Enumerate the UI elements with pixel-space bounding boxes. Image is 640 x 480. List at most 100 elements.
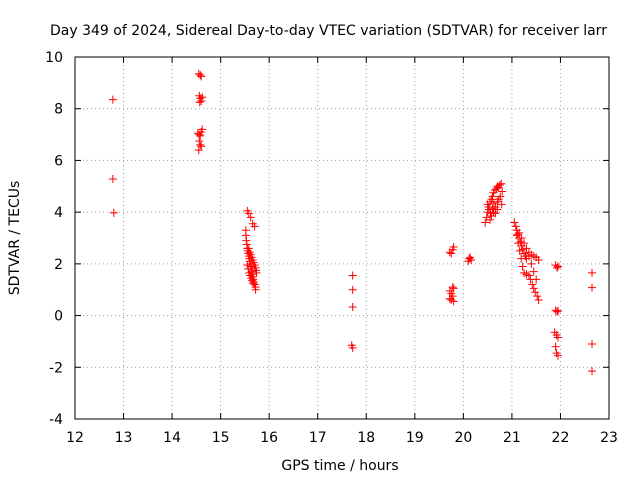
data-point bbox=[513, 230, 522, 239]
data-point bbox=[447, 249, 456, 258]
data-point bbox=[532, 275, 541, 284]
data-point bbox=[554, 333, 563, 342]
data-point bbox=[449, 297, 458, 306]
x-tick-label: 18 bbox=[357, 430, 375, 446]
data-point bbox=[588, 283, 597, 292]
data-point bbox=[498, 187, 507, 196]
data-point bbox=[251, 285, 260, 294]
tick-labels: 12 13 14 15 16 17 18 19 20 21 22 23 -4 -2 0 2 4 6 8 10 bbox=[45, 50, 618, 446]
data-point bbox=[551, 342, 560, 351]
data-point bbox=[554, 351, 563, 360]
data-point bbox=[495, 180, 504, 189]
data-point bbox=[467, 255, 476, 264]
x-axis-label: GPS time / hours bbox=[281, 458, 398, 474]
x-tick-label: 13 bbox=[115, 430, 133, 446]
grid-lines bbox=[75, 57, 609, 419]
y-tick-label: 0 bbox=[54, 309, 63, 325]
data-point bbox=[554, 306, 563, 315]
data-point bbox=[511, 222, 520, 231]
data-point bbox=[348, 343, 357, 352]
data-point bbox=[196, 140, 205, 149]
data-point bbox=[496, 192, 505, 201]
data-point bbox=[196, 131, 205, 140]
data-point bbox=[198, 125, 207, 134]
y-tick-label: 2 bbox=[54, 257, 63, 273]
data-point bbox=[249, 279, 258, 288]
x-tick-label: 17 bbox=[309, 430, 327, 446]
y-tick-label: -4 bbox=[49, 412, 63, 428]
data-point bbox=[481, 218, 490, 227]
x-tick-label: 16 bbox=[260, 430, 278, 446]
data-point bbox=[109, 208, 118, 217]
data-point bbox=[588, 367, 597, 376]
data-point bbox=[529, 267, 538, 276]
data-point bbox=[348, 285, 357, 294]
y-tick-label: 8 bbox=[54, 102, 63, 118]
data-point bbox=[553, 307, 562, 316]
data-point bbox=[528, 280, 537, 289]
y-tick-label: 6 bbox=[54, 153, 63, 169]
data-point bbox=[449, 243, 458, 252]
data-point bbox=[554, 262, 563, 271]
data-point bbox=[196, 71, 205, 80]
data-point bbox=[244, 209, 253, 218]
data-point bbox=[198, 93, 207, 102]
chart-title: Day 349 of 2024, Sidereal Day-to-day VTE… bbox=[50, 23, 607, 39]
data-point bbox=[510, 218, 519, 227]
data-point bbox=[244, 265, 253, 274]
data-point bbox=[486, 215, 495, 224]
data-point bbox=[449, 284, 458, 293]
data-point bbox=[588, 340, 597, 349]
data-point bbox=[518, 262, 527, 271]
data-point bbox=[517, 254, 526, 263]
data-point bbox=[244, 244, 253, 253]
data-point bbox=[252, 268, 261, 277]
data-point bbox=[493, 205, 502, 214]
data-point bbox=[524, 248, 533, 257]
data-point bbox=[250, 222, 259, 231]
data-point bbox=[448, 292, 457, 301]
data-point bbox=[194, 146, 203, 155]
x-tick-label: 22 bbox=[552, 430, 570, 446]
data-point bbox=[534, 255, 543, 264]
y-tick-label: 4 bbox=[54, 205, 63, 221]
x-tick-label: 20 bbox=[454, 430, 472, 446]
data-point bbox=[448, 283, 457, 292]
x-tick-label: 19 bbox=[406, 430, 424, 446]
data-point bbox=[485, 205, 494, 214]
data-point bbox=[108, 95, 117, 104]
data-point bbox=[108, 175, 117, 184]
data-point bbox=[195, 137, 204, 146]
data-point bbox=[534, 296, 543, 305]
plot-frame bbox=[74, 56, 610, 420]
x-tick-label: 14 bbox=[163, 430, 181, 446]
data-point bbox=[195, 98, 204, 107]
data-point bbox=[491, 209, 500, 218]
x-tick-label: 23 bbox=[600, 430, 618, 446]
data-point bbox=[533, 292, 542, 301]
data-point bbox=[348, 303, 357, 312]
data-point bbox=[489, 199, 498, 208]
data-point bbox=[531, 288, 540, 297]
data-point bbox=[529, 284, 538, 293]
data-point bbox=[524, 271, 533, 280]
data-point bbox=[348, 271, 357, 280]
x-tick-label: 12 bbox=[66, 430, 84, 446]
data-point bbox=[527, 259, 536, 268]
data-point bbox=[520, 239, 529, 248]
data-point bbox=[553, 263, 562, 272]
data-point bbox=[197, 72, 206, 81]
data-points bbox=[108, 69, 597, 376]
data-point bbox=[483, 200, 492, 209]
data-point bbox=[197, 96, 206, 105]
data-point bbox=[488, 192, 497, 201]
data-point bbox=[497, 200, 506, 209]
y-axis-label: SDTVAR / TECUs bbox=[7, 181, 23, 296]
data-point bbox=[243, 261, 252, 270]
data-point bbox=[515, 246, 524, 255]
data-point bbox=[517, 234, 526, 242]
data-point bbox=[246, 213, 255, 222]
x-tick-label: 15 bbox=[212, 430, 230, 446]
